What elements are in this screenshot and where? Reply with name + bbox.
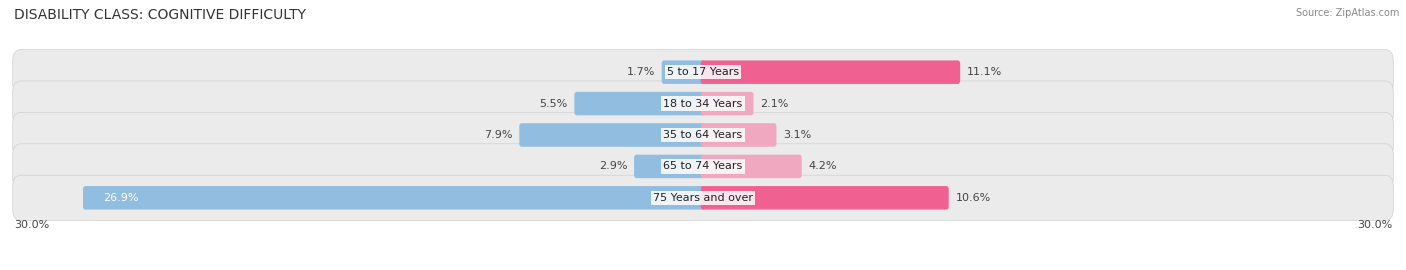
Legend: Male, Female: Male, Female — [641, 269, 765, 270]
Text: 11.1%: 11.1% — [967, 67, 1002, 77]
FancyBboxPatch shape — [700, 186, 949, 210]
Text: DISABILITY CLASS: COGNITIVE DIFFICULTY: DISABILITY CLASS: COGNITIVE DIFFICULTY — [14, 8, 307, 22]
FancyBboxPatch shape — [700, 92, 754, 115]
Text: 5 to 17 Years: 5 to 17 Years — [666, 67, 740, 77]
Text: 75 Years and over: 75 Years and over — [652, 193, 754, 203]
Text: 5.5%: 5.5% — [540, 99, 568, 109]
FancyBboxPatch shape — [634, 155, 706, 178]
FancyBboxPatch shape — [13, 175, 1393, 221]
Text: 2.1%: 2.1% — [761, 99, 789, 109]
FancyBboxPatch shape — [13, 49, 1393, 95]
FancyBboxPatch shape — [519, 123, 706, 147]
Text: 65 to 74 Years: 65 to 74 Years — [664, 161, 742, 171]
FancyBboxPatch shape — [13, 81, 1393, 126]
Text: Source: ZipAtlas.com: Source: ZipAtlas.com — [1295, 8, 1399, 18]
Text: 26.9%: 26.9% — [104, 193, 139, 203]
Text: 1.7%: 1.7% — [627, 67, 655, 77]
Text: 2.9%: 2.9% — [599, 161, 627, 171]
Text: 30.0%: 30.0% — [1357, 221, 1392, 231]
FancyBboxPatch shape — [700, 155, 801, 178]
FancyBboxPatch shape — [13, 112, 1393, 158]
Text: 30.0%: 30.0% — [14, 221, 49, 231]
Text: 35 to 64 Years: 35 to 64 Years — [664, 130, 742, 140]
FancyBboxPatch shape — [700, 60, 960, 84]
FancyBboxPatch shape — [575, 92, 706, 115]
Text: 3.1%: 3.1% — [783, 130, 811, 140]
FancyBboxPatch shape — [13, 144, 1393, 189]
FancyBboxPatch shape — [700, 123, 776, 147]
Text: 10.6%: 10.6% — [956, 193, 991, 203]
Text: 4.2%: 4.2% — [808, 161, 837, 171]
Text: 7.9%: 7.9% — [484, 130, 512, 140]
Text: 18 to 34 Years: 18 to 34 Years — [664, 99, 742, 109]
FancyBboxPatch shape — [83, 186, 706, 210]
FancyBboxPatch shape — [662, 60, 706, 84]
